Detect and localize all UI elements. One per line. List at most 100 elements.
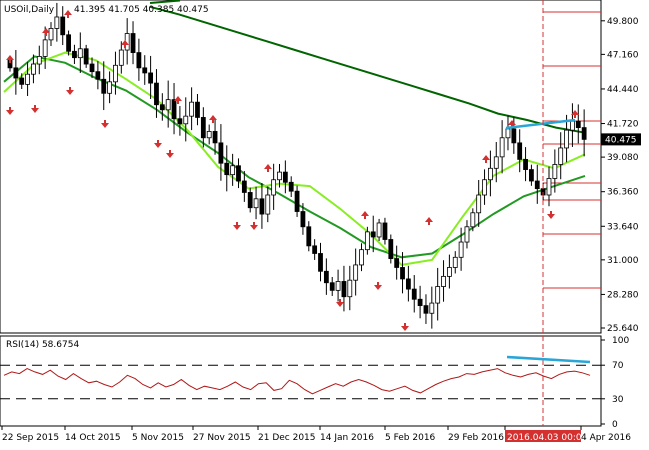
candle-body xyxy=(359,249,364,266)
candle-body xyxy=(113,64,118,83)
fractal-up-arrow xyxy=(571,110,579,118)
candle-body xyxy=(259,198,265,215)
candle-body xyxy=(159,104,165,111)
candle-body xyxy=(142,67,148,74)
price-tick-label: 44.440 xyxy=(607,85,639,95)
candle-body xyxy=(529,169,534,182)
candle-body xyxy=(206,131,212,139)
candle-body xyxy=(341,281,347,298)
candle-body xyxy=(452,256,458,268)
candle-body xyxy=(546,178,552,196)
fractal-down-arrow xyxy=(374,282,382,290)
time-marker-label: 2016.04.03 00:00 xyxy=(507,433,588,443)
candle-body xyxy=(476,194,482,214)
time-axis: 22 Sep 2015 14 Oct 2015 5 Nov 2015 27 Nov 2… xyxy=(1,426,631,443)
fractal-down-arrow xyxy=(336,299,344,307)
candle-body xyxy=(101,78,107,94)
time-tick-label: 29 Feb 2016 xyxy=(448,433,504,443)
candle-body xyxy=(364,231,370,251)
candle-body xyxy=(72,50,77,59)
fractal-markers xyxy=(6,10,579,331)
candle-body xyxy=(441,275,446,287)
candle-body xyxy=(271,179,277,196)
candle-body xyxy=(470,212,476,228)
fractal-up-arrow xyxy=(174,96,182,104)
fractal-down-arrow xyxy=(154,140,162,148)
candle-body xyxy=(66,34,71,52)
rsi-trendline xyxy=(506,355,591,364)
price-tick-label: 39.080 xyxy=(607,153,639,163)
fractal-up-arrow xyxy=(425,217,433,225)
rsi-line xyxy=(3,368,591,395)
candle-body xyxy=(376,222,382,238)
candle-body xyxy=(13,67,19,79)
candle-body xyxy=(36,56,42,65)
price-tick-label: 25.640 xyxy=(607,324,639,334)
candle-body xyxy=(136,52,142,69)
candle-body xyxy=(183,115,189,125)
candle-body xyxy=(523,158,528,170)
candle-body xyxy=(230,165,236,176)
fractal-up-arrow xyxy=(42,28,50,36)
candle-body xyxy=(54,16,60,29)
candle-body xyxy=(488,167,493,181)
candle-body xyxy=(195,101,200,118)
fractal-down-arrow xyxy=(101,120,109,128)
candle-body xyxy=(312,245,318,254)
fractal-down-arrow xyxy=(166,150,174,158)
resistance-trendline xyxy=(505,118,576,130)
candle-body xyxy=(89,63,95,73)
candle-body xyxy=(575,120,581,129)
candle-body xyxy=(265,194,271,215)
fractal-up-arrow xyxy=(6,55,14,63)
fractal-up-arrow xyxy=(121,40,129,48)
candle-body xyxy=(148,72,154,84)
candle-body xyxy=(423,305,429,314)
candle-body xyxy=(493,156,499,169)
chart-symbol-title: USOil,Daily xyxy=(4,5,55,15)
time-marker-badge xyxy=(505,430,581,442)
candle-body xyxy=(189,101,195,117)
fractal-down-arrow xyxy=(66,87,74,95)
candle-body xyxy=(534,180,540,190)
time-tick-label: 5 Nov 2015 xyxy=(132,433,184,443)
candle-body xyxy=(482,179,487,196)
last-price-tag: 40.475 xyxy=(601,133,641,146)
chart-ohlc-readout: 41.395 41.705 40.385 40.475 xyxy=(74,5,209,15)
candle-body xyxy=(405,278,411,290)
svg-text:40.475: 40.475 xyxy=(605,135,637,145)
candle-body xyxy=(60,16,66,36)
candle-body xyxy=(212,131,218,144)
fractal-up-arrow xyxy=(482,155,490,163)
price-tick-label: 47.160 xyxy=(607,50,639,60)
fractal-up-arrow xyxy=(361,211,369,219)
candle-body xyxy=(353,264,359,281)
rsi-tick-label: 100 xyxy=(612,336,629,346)
candle-body xyxy=(505,128,511,139)
price-tick-label: 31.000 xyxy=(607,256,639,266)
candle-body xyxy=(558,147,564,165)
fractal-down-arrow xyxy=(6,107,14,115)
candle-body xyxy=(31,63,36,75)
price-tick-label: 36.360 xyxy=(607,188,639,198)
price-tick-label: 28.280 xyxy=(607,290,639,300)
candle-body xyxy=(435,286,441,304)
rsi-label: RSI(14) 58.6754 xyxy=(6,340,79,350)
fractal-down-arrow xyxy=(233,222,241,230)
candlesticks xyxy=(7,2,587,329)
price-tick-label: 49.800 xyxy=(607,17,639,27)
candle-body xyxy=(95,71,101,80)
moving-average-line xyxy=(149,5,586,134)
candle-body xyxy=(417,298,423,307)
trendlines xyxy=(505,118,576,130)
candle-body xyxy=(564,129,569,149)
moving-average-line xyxy=(3,51,586,266)
candle-body xyxy=(288,181,294,192)
rsi-tick-label: 30 xyxy=(612,395,624,405)
candle-body xyxy=(511,128,517,144)
candle-body xyxy=(118,49,124,66)
time-tick-label: 14 Oct 2015 xyxy=(65,433,121,443)
time-tick-label: 5 Feb 2016 xyxy=(385,433,436,443)
candle-body xyxy=(570,120,575,131)
candle-body xyxy=(294,190,300,212)
